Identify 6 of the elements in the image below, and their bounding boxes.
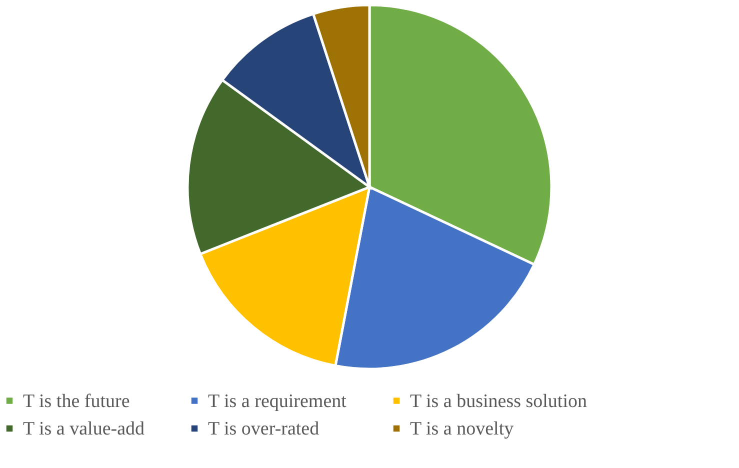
legend-label: T is over-rated bbox=[208, 418, 320, 440]
legend-label: T is a novelty bbox=[410, 418, 514, 440]
legend-label: T is the future bbox=[23, 390, 130, 412]
legend-label: T is a requirement bbox=[208, 390, 348, 412]
legend-label: T is a value-add bbox=[23, 418, 146, 440]
legend-label: T is a business solution bbox=[410, 390, 588, 412]
